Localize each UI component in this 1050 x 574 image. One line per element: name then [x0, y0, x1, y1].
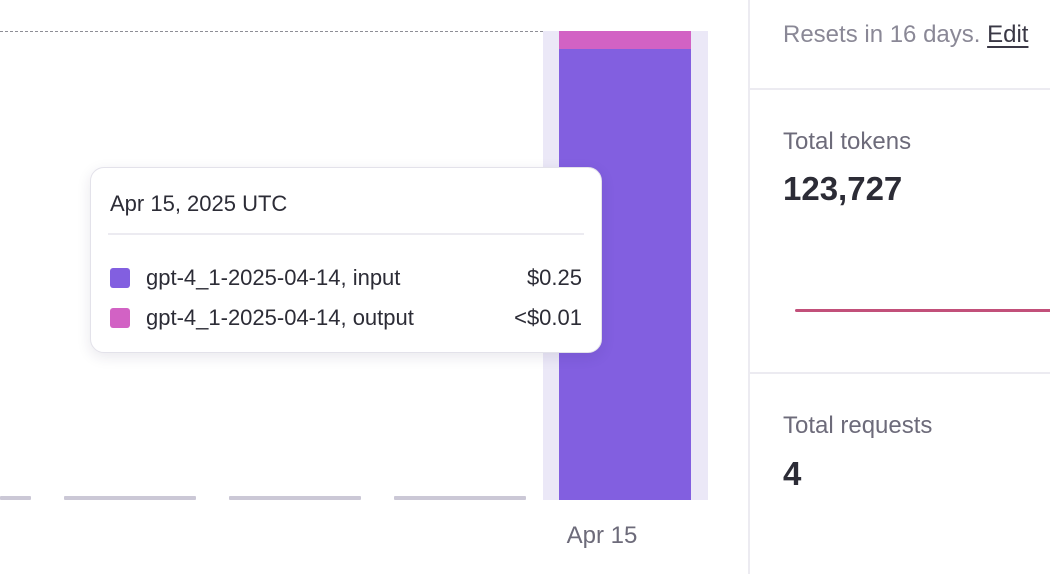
- bar-segment-output[interactable]: [559, 31, 691, 49]
- x-axis-tick-label: Apr 15: [566, 522, 638, 549]
- reset-text: Resets in 16 days.: [783, 21, 981, 48]
- empty-day-bar[interactable]: [0, 496, 31, 500]
- budget-limit-line: [0, 31, 708, 32]
- cost-chart: Apr 15 Apr 15, 2025 UTC gpt-4_1-2025-04-…: [0, 31, 708, 549]
- empty-day-bar[interactable]: [229, 496, 361, 500]
- tooltip-divider: [108, 233, 584, 235]
- legend-swatch-icon: [110, 308, 130, 328]
- panel-divider: [750, 372, 1050, 374]
- tooltip-row-label: gpt-4_1-2025-04-14, input: [146, 265, 401, 290]
- empty-day-bar[interactable]: [64, 496, 196, 500]
- tooltip-row-label: gpt-4_1-2025-04-14, output: [146, 305, 414, 330]
- tooltip-title: Apr 15, 2025 UTC: [110, 191, 288, 216]
- edit-budget-link[interactable]: Edit: [987, 21, 1029, 48]
- tooltip-row-value: $0.25: [526, 265, 582, 290]
- total-requests-value: 4: [783, 455, 802, 492]
- legend-swatch-icon: [110, 268, 130, 288]
- total-tokens-label: Total tokens: [783, 128, 912, 155]
- tooltip-row-output: gpt-4_1-2025-04-14, output <$0.01: [110, 303, 582, 333]
- tooltip-row-input: gpt-4_1-2025-04-14, input $0.25: [110, 263, 582, 293]
- total-requests-label: Total requests: [783, 412, 933, 439]
- panel-divider: [750, 88, 1050, 90]
- budget-reset-notice: Resets in 16 days. Edit: [783, 21, 1028, 49]
- usage-summary-panel: Resets in 16 days. Edit Total tokens 123…: [748, 0, 1050, 574]
- tooltip-row-value: <$0.01: [514, 305, 582, 330]
- tokens-sparkline: [795, 309, 1050, 312]
- chart-tooltip: Apr 15, 2025 UTC gpt-4_1-2025-04-14, inp…: [90, 167, 602, 353]
- total-tokens-value: 123,727: [783, 170, 903, 207]
- empty-day-bar[interactable]: [394, 496, 526, 500]
